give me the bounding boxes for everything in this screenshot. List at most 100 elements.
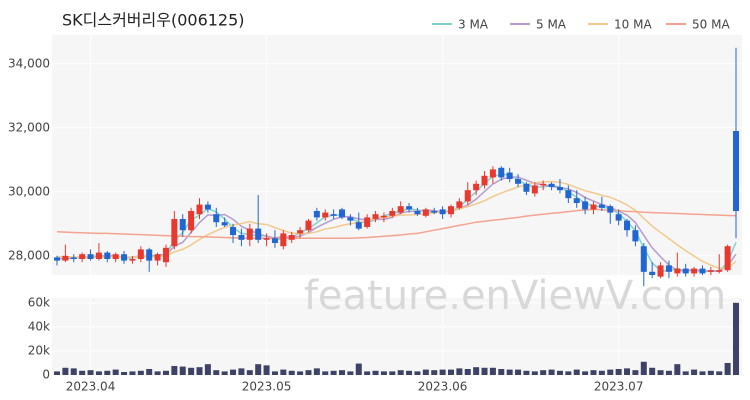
volume-bar xyxy=(221,371,228,375)
volume-bar xyxy=(624,368,631,375)
volume-bar xyxy=(213,370,220,375)
volume-bar xyxy=(515,369,522,375)
volume-bar xyxy=(171,365,178,375)
candle-body xyxy=(230,227,237,235)
candle-body xyxy=(624,220,631,231)
volume-bar xyxy=(162,370,169,375)
candle-body xyxy=(146,249,153,261)
candle-body xyxy=(590,204,597,210)
volume-bar xyxy=(682,371,689,375)
candle-body xyxy=(112,254,119,259)
candle-body xyxy=(87,254,94,259)
candle-body xyxy=(414,211,421,215)
volume-bar xyxy=(62,367,69,375)
candle-body xyxy=(707,270,714,272)
candle-body xyxy=(280,233,287,247)
candle-body xyxy=(238,235,245,240)
candle-body xyxy=(540,183,547,186)
candle-body xyxy=(54,257,60,261)
volume-bar xyxy=(246,370,253,375)
volume-bar xyxy=(506,369,513,375)
candle-body xyxy=(364,217,371,227)
candle-body xyxy=(406,206,413,210)
candle-body xyxy=(556,187,563,191)
candle-body xyxy=(137,249,144,259)
candle-body xyxy=(422,209,429,216)
candle-body xyxy=(263,238,270,240)
candle-body xyxy=(699,268,706,274)
candle-body xyxy=(179,219,186,231)
ma-line xyxy=(56,180,737,270)
volume-bar xyxy=(414,371,421,375)
legend-label: 3 MA xyxy=(458,18,489,32)
volume-bar xyxy=(498,368,505,375)
candle-body xyxy=(489,169,496,178)
volume-bar xyxy=(590,370,597,375)
candle-body xyxy=(271,238,278,243)
candle-body xyxy=(523,183,530,192)
ma-line xyxy=(56,208,737,239)
candle-body xyxy=(104,252,111,259)
volume-bar xyxy=(540,370,547,375)
y-tick-label: 28,000 xyxy=(8,248,50,262)
volume-bar xyxy=(288,370,295,375)
candle-body xyxy=(255,228,262,240)
volume-panel xyxy=(52,298,742,375)
candle-body xyxy=(213,214,220,223)
volume-bar xyxy=(456,368,463,375)
volume-bar xyxy=(305,370,312,375)
candle-body xyxy=(640,246,647,272)
volume-bar xyxy=(582,371,589,375)
candle-body xyxy=(665,265,672,272)
y-tick-label: 20k xyxy=(28,343,50,357)
candle-body xyxy=(431,211,438,213)
volume-bar xyxy=(179,366,186,375)
volume-bar xyxy=(556,370,563,375)
volume-bar xyxy=(716,371,723,375)
volume-bar xyxy=(121,371,128,375)
volume-bar xyxy=(439,369,446,375)
candle-body xyxy=(339,209,346,218)
volume-bar xyxy=(129,371,136,375)
volume-bar xyxy=(397,370,404,375)
candle-body xyxy=(607,206,614,213)
volume-bar xyxy=(665,370,672,375)
volume-bar xyxy=(707,370,714,375)
candle-body xyxy=(121,254,128,261)
volume-bar xyxy=(355,363,362,375)
candle-body xyxy=(447,206,454,215)
volume-bar xyxy=(733,302,739,375)
volume-bar xyxy=(87,370,94,375)
candle-body xyxy=(397,206,404,213)
candle-body xyxy=(456,201,463,208)
volume-bar xyxy=(364,371,371,375)
candle-body xyxy=(548,183,555,187)
candle-body xyxy=(221,222,228,226)
volume-bar xyxy=(691,369,698,375)
y-tick-label: 60k xyxy=(28,295,50,309)
volume-bar xyxy=(447,369,454,375)
volume-bar xyxy=(573,369,580,375)
x-tick-label: 2023.07 xyxy=(594,380,644,394)
candle-body xyxy=(322,212,329,218)
candle-body xyxy=(288,235,295,240)
legend-label: 10 MA xyxy=(614,18,652,32)
candle-body xyxy=(347,217,354,221)
volume-bar xyxy=(112,369,119,375)
candle-body xyxy=(724,246,731,271)
volume-bar xyxy=(372,370,379,375)
volume-bar xyxy=(196,367,203,375)
volume-bar xyxy=(238,368,245,375)
candle-body xyxy=(372,214,379,219)
volume-bar xyxy=(322,371,329,375)
candle-body xyxy=(682,268,689,274)
volume-bar xyxy=(674,364,681,375)
candle-body xyxy=(62,255,69,261)
candle-body xyxy=(79,254,86,259)
candle-body xyxy=(632,230,639,242)
candle-body xyxy=(313,211,320,218)
candle-body xyxy=(515,179,522,184)
candle-body xyxy=(154,254,161,261)
candle-body xyxy=(598,204,605,208)
candle-body xyxy=(674,268,681,274)
